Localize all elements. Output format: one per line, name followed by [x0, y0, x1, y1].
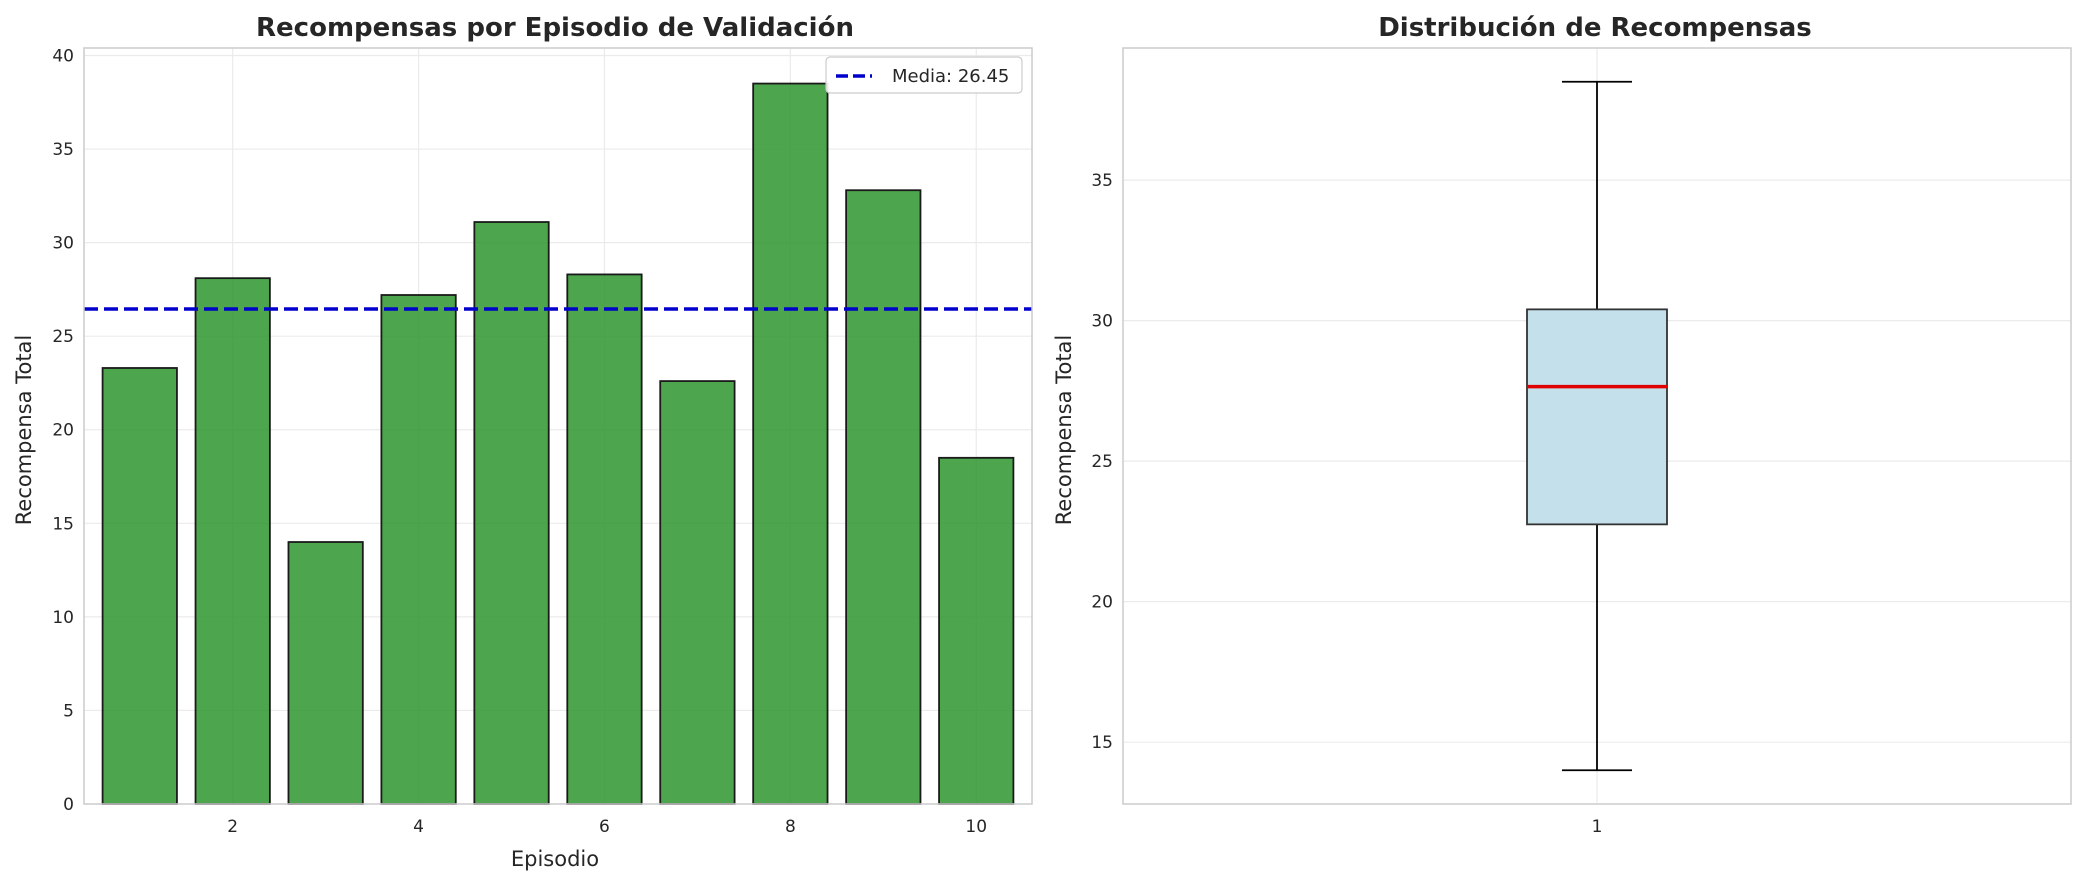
bar — [938, 456, 1015, 805]
y-tick-label: 25 — [52, 327, 74, 347]
box-chart-ylabel: Recompensa Total — [1052, 335, 1076, 526]
bar — [101, 367, 178, 805]
bar — [194, 277, 271, 805]
bar-chart-ylabel: Recompensa Total — [12, 335, 36, 526]
y-tick-label: 25 — [1091, 452, 1113, 472]
bar-chart: 0 5 10 15 20 25 30 35 40 2 4 6 8 10 Media: 26.45 Recomp… — [12, 13, 1033, 871]
box — [1526, 308, 1668, 526]
legend-label: Media: 26.45 — [892, 66, 1009, 87]
box-chart: 15 20 25 30 35 1 Distribución de Recompensas Re… — [1052, 13, 2072, 837]
plot-frame — [1122, 47, 2072, 805]
bar — [566, 273, 643, 805]
bar-chart-title: Recompensas por Episodio de Validación — [256, 13, 854, 43]
y-tick-label: 20 — [52, 421, 74, 441]
x-tick-label: 1 — [1592, 817, 1603, 837]
bar — [752, 82, 829, 805]
y-tick-label: 30 — [52, 234, 74, 254]
x-tick-label: 8 — [785, 817, 796, 837]
y-tick-label: 35 — [52, 140, 74, 160]
y-tick-label: 15 — [52, 514, 74, 534]
x-tick-label: 6 — [599, 817, 610, 837]
x-tick-label: 2 — [227, 817, 238, 837]
box-chart-title: Distribución de Recompensas — [1378, 13, 1812, 43]
x-tick-label: 4 — [413, 817, 424, 837]
bar — [287, 541, 364, 805]
bar — [659, 380, 736, 805]
bar — [845, 189, 922, 805]
y-tick-label: 30 — [1091, 312, 1113, 332]
bar — [473, 221, 550, 805]
y-tick-label: 10 — [52, 608, 74, 628]
y-tick-label: 5 — [63, 701, 74, 721]
y-tick-label: 35 — [1091, 171, 1113, 191]
x-tick-label: 10 — [965, 817, 987, 837]
y-tick-label: 0 — [63, 795, 74, 815]
legend-box — [825, 56, 1023, 94]
y-tick-label: 20 — [1091, 593, 1113, 613]
y-tick-label: 40 — [52, 46, 74, 66]
y-tick-label: 15 — [1091, 733, 1113, 753]
plot-frame — [83, 47, 1033, 805]
bar — [380, 294, 457, 805]
bar-chart-xlabel: Episodio — [511, 847, 599, 871]
legend: Media: 26.45 — [825, 56, 1023, 94]
